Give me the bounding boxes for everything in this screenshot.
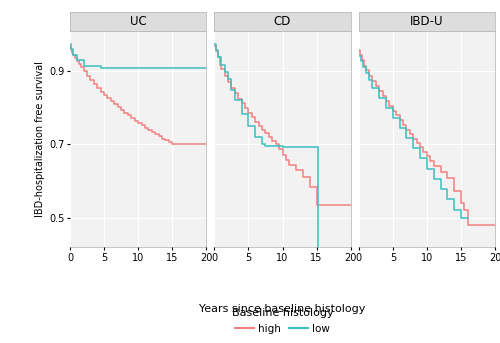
Text: Years since baseline histology: Years since baseline histology <box>200 304 366 314</box>
Y-axis label: IBD-hospitalization free survival: IBD-hospitalization free survival <box>35 61 45 217</box>
Text: CD: CD <box>274 15 291 28</box>
Legend: high, low: high, low <box>228 304 338 338</box>
Text: IBD-U: IBD-U <box>410 15 444 28</box>
Text: UC: UC <box>130 15 146 28</box>
